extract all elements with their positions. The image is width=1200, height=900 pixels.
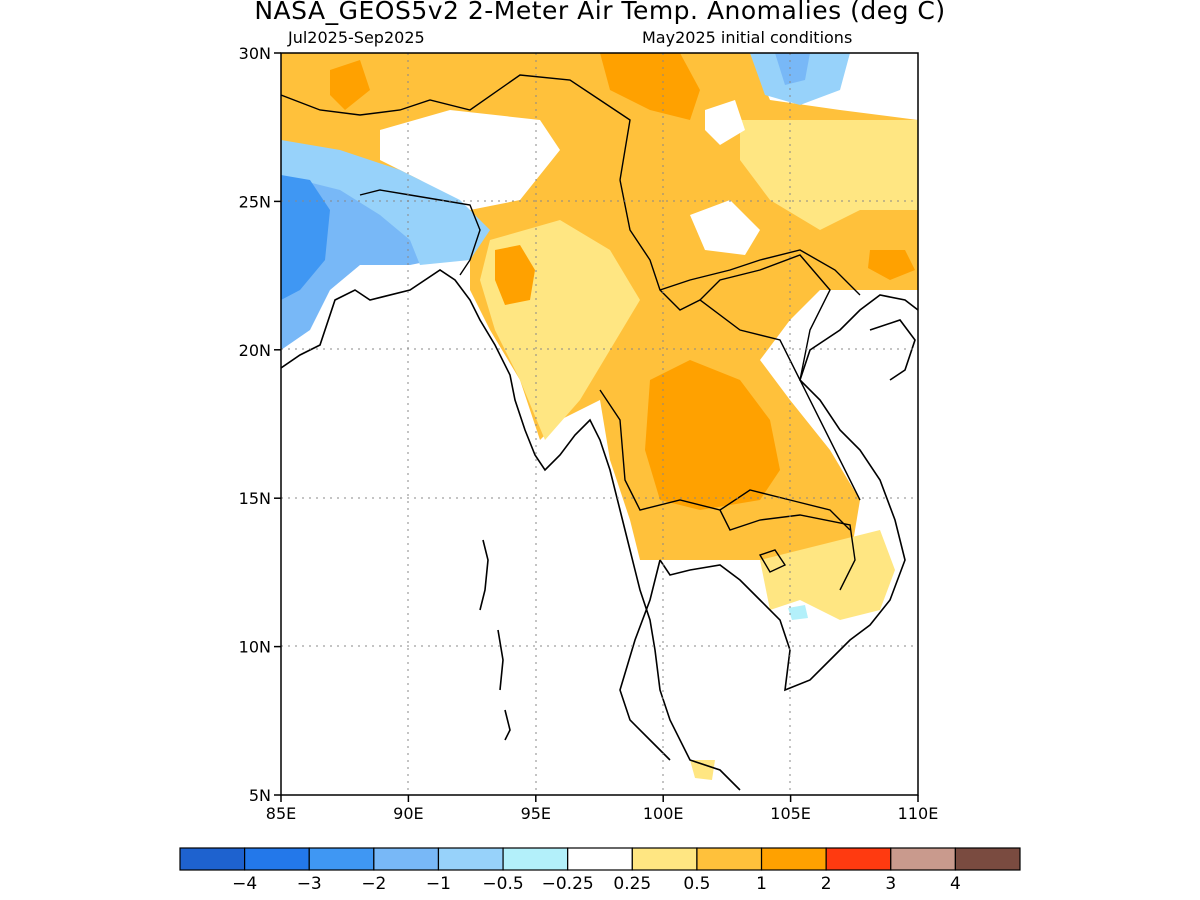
colorbar-level-label: 4 — [950, 874, 961, 894]
latitude-axis: 30N 25N 20N 15N 10N 5N — [239, 44, 281, 805]
colorbar-level-label: 0.5 — [683, 874, 710, 894]
colorbar-level-label: −2 — [361, 874, 386, 894]
warm-core-indochina — [645, 360, 780, 510]
lon-tick-label: 100E — [643, 804, 684, 823]
colorbar: −4 −3 −2 −1 −0.5 −0.25 0.25 0.5 1 2 3 4 — [179, 847, 1021, 894]
lat-tick-label: 25N — [239, 192, 271, 211]
anomaly-field — [281, 53, 918, 780]
border-laos-thailand — [599, 389, 851, 531]
colorbar-level-label: −3 — [297, 874, 322, 894]
cool-core-bengal — [281, 175, 330, 300]
lat-tick-label: 5N — [249, 786, 271, 805]
colorbar-swatch — [631, 847, 698, 871]
colorbar-swatch — [179, 847, 246, 871]
neutral-pocket-northeast — [705, 100, 745, 145]
colorbar-swatch — [696, 847, 763, 871]
colorbar-swatch — [954, 847, 1021, 871]
map-frame — [280, 52, 919, 796]
light-warm-region-south — [760, 530, 895, 620]
colorbar-level-label: −1 — [426, 874, 451, 894]
tonle-sap-lake — [758, 549, 787, 573]
island-andaman-south — [497, 629, 504, 691]
warm-core-northwest — [330, 60, 370, 110]
coastline-india-bangladesh — [281, 269, 741, 791]
colorbar-swatch — [244, 847, 310, 871]
border-myanmar-east — [619, 179, 801, 381]
initial-conditions-label: May2025 initial conditions — [642, 28, 853, 47]
slight-cool-fringe-bengal — [281, 140, 490, 265]
neutral-pocket-tibet — [380, 110, 560, 210]
graticule — [281, 53, 918, 795]
colorbar-swatch — [760, 847, 827, 871]
valid-period-label: Jul2025-Sep2025 — [288, 28, 425, 47]
colorbar-swatch — [502, 847, 569, 871]
cool-spot-cambodia — [788, 605, 808, 620]
border-himalaya — [281, 74, 631, 181]
colorbar-level-label: 1 — [756, 874, 767, 894]
colorbar-swatch — [437, 847, 504, 871]
longitude-axis: 85E 90E 95E 100E 105E 110E — [266, 795, 939, 823]
coastline-gulf-of-thailand — [659, 294, 918, 692]
colorbar-level-label: −4 — [232, 874, 257, 894]
coastlines — [281, 269, 918, 791]
lat-tick-label: 10N — [239, 638, 271, 657]
island-hainan — [869, 319, 916, 381]
warm-core-myanmar — [495, 245, 535, 305]
colorbar-swatch — [890, 847, 956, 871]
island-andaman-north — [479, 539, 489, 611]
colorbar-level-label: 3 — [885, 874, 896, 894]
colorbar-swatch — [825, 847, 892, 871]
border-bangladesh — [359, 189, 481, 276]
lon-tick-label: 85E — [266, 804, 296, 823]
warm-core-east — [868, 250, 915, 280]
cool-core-northeast — [775, 53, 810, 85]
lon-tick-label: 90E — [393, 804, 423, 823]
colorbar-swatch — [308, 847, 375, 871]
lon-tick-label: 110E — [898, 804, 939, 823]
border-cambodia — [719, 509, 856, 591]
lon-tick-label: 95E — [521, 804, 551, 823]
colorbar-level-label: −0.5 — [482, 874, 523, 894]
coastline-malay-peninsula — [619, 559, 671, 761]
border-laos-vietnam — [699, 254, 861, 501]
map-title: NASA_GEOS5v2 2-Meter Air Temp. Anomalies… — [254, 0, 946, 25]
colorbar-swatch — [373, 847, 440, 871]
colorbar-level-label: 0.25 — [613, 874, 651, 894]
lon-tick-label: 105E — [770, 804, 811, 823]
colorbar-level-label: 2 — [821, 874, 832, 894]
border-china-south — [659, 249, 861, 296]
neutral-pocket-yunnan — [690, 200, 760, 255]
light-warm-region-east — [740, 120, 918, 230]
island-nicobar — [504, 709, 511, 741]
warm-core-north — [600, 53, 700, 120]
lat-tick-label: 15N — [239, 489, 271, 508]
colorbar-level-label: −0.25 — [542, 874, 594, 894]
lat-tick-label: 20N — [239, 341, 271, 360]
lat-tick-label: 30N — [239, 44, 271, 63]
light-warm-region-peninsula — [690, 760, 715, 780]
country-borders — [281, 74, 861, 591]
colorbar-swatch — [567, 847, 633, 871]
